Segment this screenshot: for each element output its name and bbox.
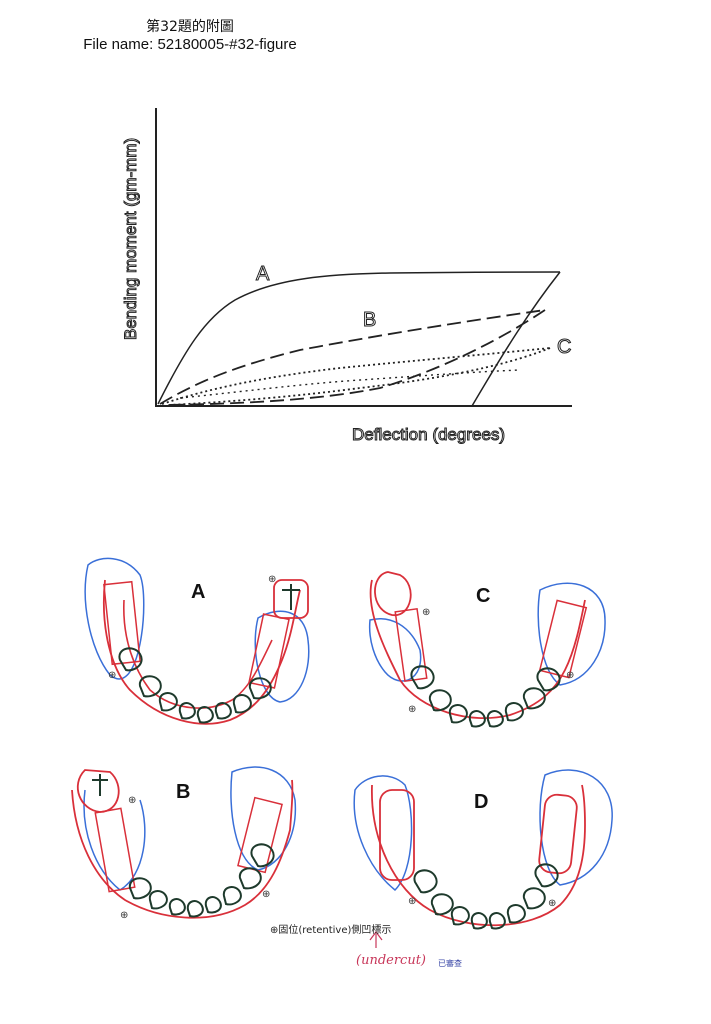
- svg-text:⊕: ⊕: [262, 889, 270, 900]
- svg-text:⊕: ⊕: [548, 898, 556, 909]
- unloading-line: [471, 271, 561, 407]
- note-arrow: [369, 931, 383, 948]
- curve-c-inner: [179, 369, 521, 399]
- svg-text:⊕: ⊕: [268, 574, 276, 585]
- file-name: File name: 52180005-#32-figure: [83, 36, 297, 53]
- review-stamp: 已審查: [438, 959, 462, 968]
- arch-a: A ⊕ ⊕: [84, 557, 310, 725]
- curve-c: [161, 347, 551, 405]
- arch-label-c: C: [476, 585, 490, 607]
- arch-c: C ⊕ ⊕ ⊕: [368, 571, 606, 728]
- y-axis-label: Bending moment (gm-mm): [121, 138, 140, 340]
- svg-text:⊕: ⊕: [120, 910, 128, 921]
- svg-text:⊕: ⊕: [422, 607, 430, 618]
- arch-d: D ⊕ ⊕: [353, 769, 613, 930]
- bending-moment-graph: Bending moment (gm-mm) Deflection (degre…: [121, 108, 572, 445]
- curve-label-c: C: [557, 336, 571, 358]
- svg-text:⊕: ⊕: [566, 670, 574, 681]
- curve-label-b: B: [363, 309, 376, 331]
- curve-a: [157, 271, 561, 405]
- arch-b: B ⊕ ⊕ ⊕: [71, 766, 297, 921]
- retentive-undercut-legend: ⊕固位(retentive)側凹標示: [270, 925, 392, 936]
- svg-text:⊕: ⊕: [128, 795, 136, 806]
- svg-text:⊕: ⊕: [408, 896, 416, 907]
- arch-label-d: D: [474, 791, 488, 813]
- question-title: 第32題的附圖: [146, 19, 234, 35]
- undercut-handwritten-note: (undercut): [356, 953, 426, 968]
- curve-b: [159, 309, 546, 405]
- curve-label-a: A: [256, 263, 270, 285]
- svg-text:⊕: ⊕: [108, 670, 116, 681]
- arch-label-b: B: [176, 781, 190, 803]
- curve-b-return: [164, 309, 546, 406]
- figure-header: 第32題的附圖 File name: 52180005-#32-figure: [60, 18, 320, 54]
- svg-text:⊕: ⊕: [408, 704, 416, 715]
- x-axis-label: Deflection (degrees): [352, 425, 505, 444]
- arch-label-a: A: [191, 581, 205, 603]
